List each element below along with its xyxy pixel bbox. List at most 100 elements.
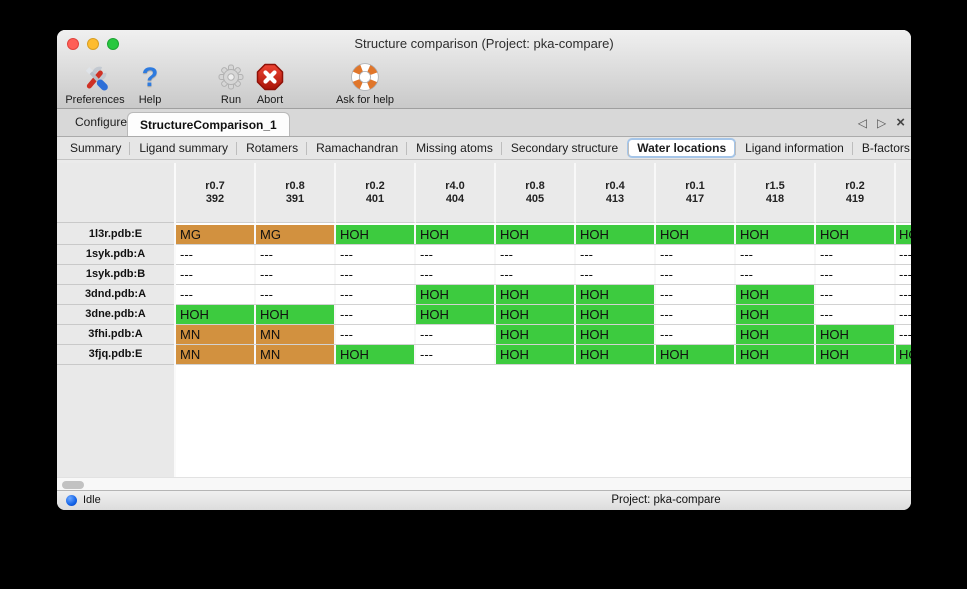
toolbar-button-abort[interactable]: Abort xyxy=(255,61,285,106)
table-cell[interactable]: HOH xyxy=(576,345,656,364)
table-cell[interactable]: --- xyxy=(336,325,416,344)
table-cell[interactable]: --- xyxy=(416,265,496,284)
subtab-secondary-structure[interactable]: Secondary structure xyxy=(500,139,627,157)
column-header-419[interactable]: r0.2 419 xyxy=(816,163,896,223)
table-cell[interactable]: HOH xyxy=(496,325,576,344)
table-cell[interactable]: --- xyxy=(816,245,896,264)
column-header-392[interactable]: r0.7 392 xyxy=(176,163,256,223)
column-header-418[interactable]: r1.5 418 xyxy=(736,163,816,223)
table-cell[interactable]: HOH xyxy=(816,345,896,364)
row-header-3dne.pdb:A[interactable]: 3dne.pdb:A xyxy=(57,305,174,325)
table-cell[interactable]: HOH xyxy=(496,345,576,364)
table-cell[interactable]: --- xyxy=(656,305,736,324)
table-cell[interactable]: HOH xyxy=(576,225,656,244)
table-cell[interactable]: --- xyxy=(576,265,656,284)
row-header-1syk.pdb:A[interactable]: 1syk.pdb:A xyxy=(57,245,174,265)
table-cell[interactable]: --- xyxy=(656,265,736,284)
table-cell-clipped[interactable]: --- xyxy=(896,245,911,264)
zoom-window-button[interactable] xyxy=(107,38,119,50)
table-cell[interactable]: --- xyxy=(656,285,736,304)
table-cell[interactable]: --- xyxy=(816,265,896,284)
row-header-3fjq.pdb:E[interactable]: 3fjq.pdb:E xyxy=(57,345,174,365)
table-cell[interactable]: HOH xyxy=(336,225,416,244)
table-cell[interactable]: --- xyxy=(416,245,496,264)
table-cell[interactable]: --- xyxy=(176,245,256,264)
toolbar-button-ask-for-help[interactable]: Ask for help xyxy=(336,61,394,106)
row-header-1l3r.pdb:E[interactable]: 1l3r.pdb:E xyxy=(57,225,174,245)
row-header-3fhi.pdb:A[interactable]: 3fhi.pdb:A xyxy=(57,325,174,345)
column-header-partial[interactable] xyxy=(896,163,911,223)
tab-scroll-left-icon[interactable]: ◁ xyxy=(857,115,867,130)
subtab-ligand-summary[interactable]: Ligand summary xyxy=(129,139,237,157)
table-cell[interactable]: --- xyxy=(496,245,576,264)
subtab-b-factors[interactable]: B-factors xyxy=(851,139,911,157)
table-cell[interactable]: MG xyxy=(176,225,256,244)
table-cell[interactable]: MG xyxy=(256,225,336,244)
table-cell[interactable]: HOH xyxy=(416,285,496,304)
column-header-413[interactable]: r0.4 413 xyxy=(576,163,656,223)
table-cell[interactable]: HOH xyxy=(656,225,736,244)
table-cell[interactable]: MN xyxy=(256,345,336,364)
column-header-417[interactable]: r0.1 417 xyxy=(656,163,736,223)
subtab-ligand-information[interactable]: Ligand information xyxy=(735,139,853,157)
table-cell[interactable]: --- xyxy=(336,245,416,264)
subtab-rotamers[interactable]: Rotamers xyxy=(236,139,307,157)
subtab-water-locations[interactable]: Water locations xyxy=(627,138,737,158)
table-cell-clipped[interactable]: --- xyxy=(896,305,911,324)
row-header-1syk.pdb:B[interactable]: 1syk.pdb:B xyxy=(57,265,174,285)
table-cell[interactable]: --- xyxy=(816,305,896,324)
column-header-405[interactable]: r0.8 405 xyxy=(496,163,576,223)
close-window-button[interactable] xyxy=(67,38,79,50)
table-cell[interactable]: MN xyxy=(176,345,256,364)
toolbar-button-help[interactable]: ? Help xyxy=(139,61,162,106)
table-cell[interactable]: --- xyxy=(256,245,336,264)
tab-close-icon[interactable]: × xyxy=(896,114,905,131)
table-cell[interactable]: HOH xyxy=(336,345,416,364)
table-cell[interactable]: --- xyxy=(336,305,416,324)
subtab-summary[interactable]: Summary xyxy=(70,141,122,155)
table-cell[interactable]: --- xyxy=(176,285,256,304)
horizontal-scrollbar[interactable] xyxy=(57,477,911,490)
table-cell[interactable]: --- xyxy=(256,265,336,284)
table-cell[interactable]: HOH xyxy=(496,305,576,324)
table-cell[interactable]: --- xyxy=(576,245,656,264)
table-cell-clipped[interactable]: HOH xyxy=(896,225,911,244)
table-cell[interactable]: --- xyxy=(416,345,496,364)
table-cell[interactable]: HOH xyxy=(176,305,256,324)
table-cell[interactable]: HOH xyxy=(736,325,816,344)
table-cell[interactable]: HOH xyxy=(576,305,656,324)
table-cell[interactable]: --- xyxy=(736,265,816,284)
table-cell[interactable]: HOH xyxy=(656,345,736,364)
table-cell[interactable]: HOH xyxy=(736,225,816,244)
minimize-window-button[interactable] xyxy=(87,38,99,50)
subtab-ramachandran[interactable]: Ramachandran xyxy=(306,139,407,157)
table-cell[interactable]: --- xyxy=(336,265,416,284)
table-cell[interactable]: HOH xyxy=(416,225,496,244)
table-cell[interactable]: HOH xyxy=(816,325,896,344)
horizontal-scrollbar-thumb[interactable] xyxy=(62,481,84,489)
table-cell-clipped[interactable]: HOH xyxy=(896,345,911,364)
subtab-missing-atoms[interactable]: Missing atoms xyxy=(406,139,502,157)
tab-configure[interactable]: Configure xyxy=(75,115,128,129)
table-cell[interactable]: --- xyxy=(496,265,576,284)
column-header-401[interactable]: r0.2 401 xyxy=(336,163,416,223)
table-cell[interactable]: HOH xyxy=(736,305,816,324)
table-cell[interactable]: HOH xyxy=(496,225,576,244)
toolbar-button-preferences[interactable]: Preferences xyxy=(65,61,125,106)
row-header-3dnd.pdb:A[interactable]: 3dnd.pdb:A xyxy=(57,285,174,305)
table-cell-clipped[interactable]: --- xyxy=(896,285,911,304)
table-cell[interactable]: HOH xyxy=(416,305,496,324)
table-cell[interactable]: HOH xyxy=(576,325,656,344)
table-cell-clipped[interactable]: --- xyxy=(896,265,911,284)
table-cell[interactable]: HOH xyxy=(576,285,656,304)
table-cell[interactable]: HOH xyxy=(816,225,896,244)
table-cell[interactable]: --- xyxy=(336,285,416,304)
table-cell[interactable]: MN xyxy=(176,325,256,344)
table-cell[interactable]: --- xyxy=(176,265,256,284)
table-cell[interactable]: MN xyxy=(256,325,336,344)
table-cell[interactable]: HOH xyxy=(736,345,816,364)
table-cell-clipped[interactable]: --- xyxy=(896,325,911,344)
table-cell[interactable]: --- xyxy=(256,285,336,304)
table-cell[interactable]: HOH xyxy=(736,285,816,304)
table-cell[interactable]: --- xyxy=(656,245,736,264)
